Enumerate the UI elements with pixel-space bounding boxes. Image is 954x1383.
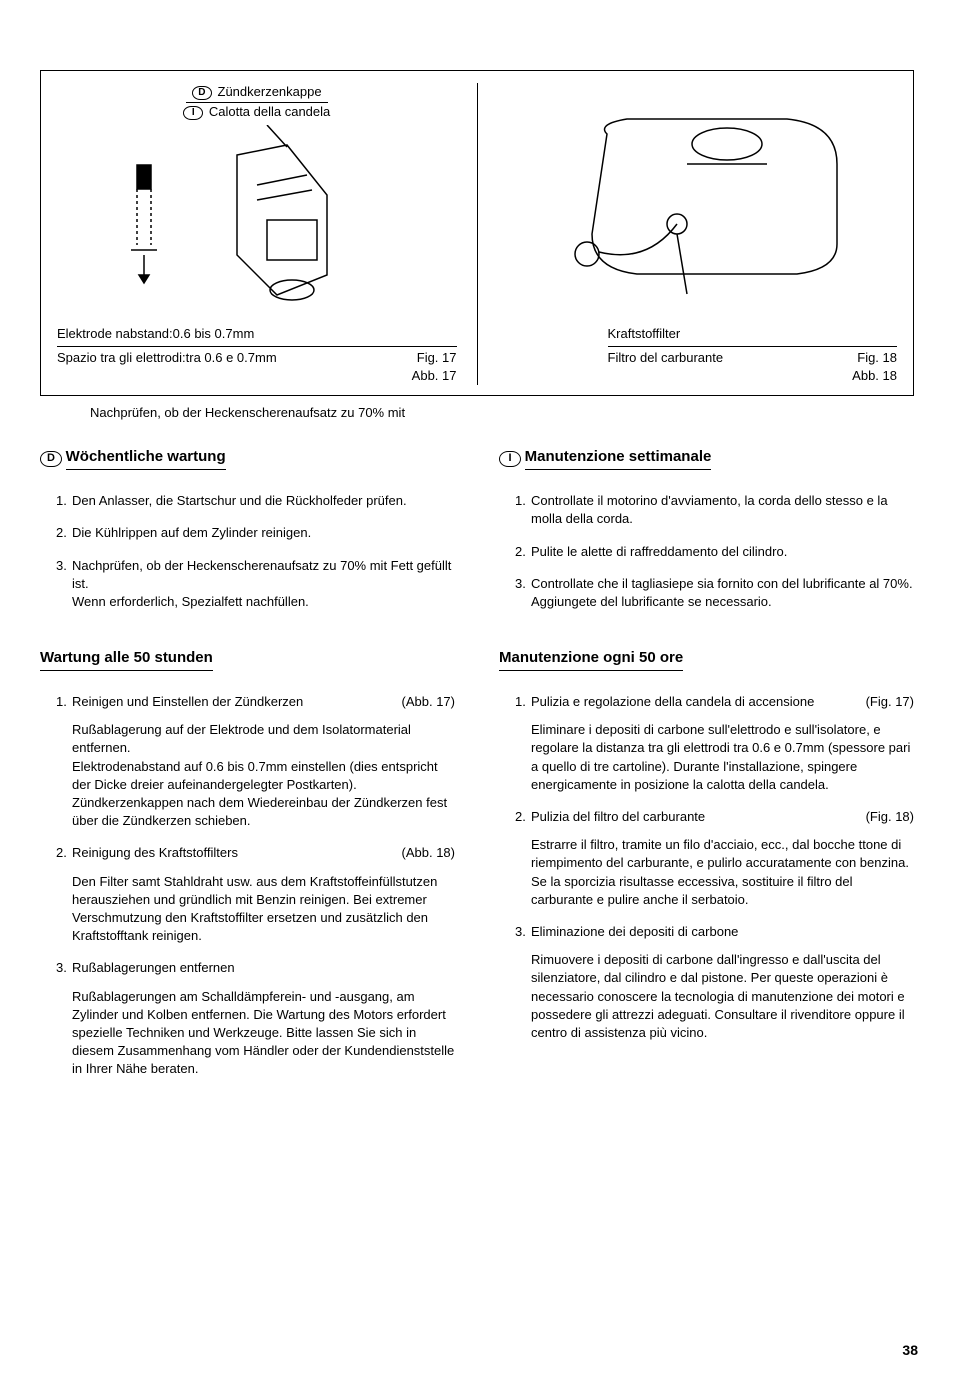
sparkplug-icon (117, 125, 397, 325)
list-item: 3. Rußablagerungen entfernen Rußablageru… (56, 959, 455, 1078)
de-50h-3-head: Rußablagerungen entfernen (72, 959, 235, 977)
it-50h-list: 1. Pulizia e regolazione della candela d… (499, 693, 914, 1042)
it-weekly-2: Pulite le alette di raffreddamento del c… (531, 544, 787, 559)
it-50h-1-head: Pulizia e regolazione della candela di a… (531, 693, 814, 711)
it-50h-2-body: Estrarre il filtro, tramite un filo d'ac… (531, 836, 914, 909)
fig17-gap-de: Elektrode nabstand:0.6 bis 0.7mm (57, 325, 457, 346)
de-weekly-3: Nachprüfen, ob der Heckenscherenaufsatz … (72, 558, 451, 609)
list-item: 1. Pulizia e regolazione della candela d… (515, 693, 914, 794)
badge-it-icon: I (183, 106, 203, 120)
it-50h-1-body: Eliminare i depositi di carbone sull'ele… (531, 721, 914, 794)
page-number: 38 (902, 1341, 918, 1361)
list-item: 3.Controllate che il tagliasiepe sia for… (515, 575, 914, 611)
figure-row: D Zündkerzenkappe I Calotta della candel… (57, 83, 897, 385)
de-50h-3-body: Rußablagerungen am Schalldämpferein- und… (72, 988, 455, 1079)
it-50h-1-ref: (Fig. 17) (866, 693, 914, 711)
cutoff-line: Nachprüfen, ob der Heckenscherenaufsatz … (90, 404, 914, 422)
it-weekly-list: 1.Controllate il motorino d'avviamento, … (499, 492, 914, 611)
list-item: 3. Eliminazione dei depositi di carbone … (515, 923, 914, 1042)
list-item: 3.Nachprüfen, ob der Heckenscherenaufsat… (56, 557, 455, 612)
fig17-fig: Fig. 17 (417, 350, 457, 365)
de-50h-2-head: Reinigung des Kraftstoffilters (72, 844, 238, 862)
column-de: D Wöchentliche wartung 1.Den Anlasser, d… (40, 446, 455, 1114)
fig18-caption: Fig. 18 Abb. 18 (852, 349, 897, 385)
lang-badge-it: I (499, 451, 521, 467)
it-50h-3-head: Eliminazione dei depositi di carbone (531, 923, 738, 941)
de-weekly-title: Wöchentliche wartung (66, 446, 226, 470)
fig18-fig: Fig. 18 (857, 350, 897, 365)
list-item: 2. Reinigung des Kraftstoffilters (Abb. … (56, 844, 455, 945)
list-item: 2.Die Kühlrippen auf dem Zylinder reinig… (56, 524, 455, 542)
fig17-label-de: Zündkerzenkappe (218, 84, 322, 99)
it-50h-3-body: Rimuovere i depositi di carbone dall'ing… (531, 951, 914, 1042)
fig17-labels: D Zündkerzenkappe I Calotta della candel… (57, 83, 457, 121)
fig17-bottom: Elektrode nabstand:0.6 bis 0.7mm Spazio … (57, 325, 457, 385)
de-50h-2-body: Den Filter samt Stahldraht usw. aus dem … (72, 873, 455, 946)
list-item: 2. Pulizia del filtro del carburante (Fi… (515, 808, 914, 909)
it-weekly-1: Controllate il motorino d'avviamento, la… (531, 493, 888, 526)
fig18-label-de: Kraftstoffilter (608, 325, 898, 346)
list-item: 1. Reinigen und Einstellen der Zündkerze… (56, 693, 455, 830)
fig18-label-it: Filtro del carburante (608, 349, 724, 367)
de-50h-1-ref: (Abb. 17) (402, 693, 455, 711)
de-weekly-2: Die Kühlrippen auf dem Zylinder reinigen… (72, 525, 311, 540)
fig18-abb: Abb. 18 (852, 368, 897, 383)
fig17-label-it: Calotta della candela (209, 104, 330, 119)
list-item: 1.Den Anlasser, die Startschur und die R… (56, 492, 455, 510)
de-weekly-1: Den Anlasser, die Startschur und die Rüc… (72, 493, 407, 508)
lang-badge-de: D (40, 451, 62, 467)
it-50h-2-head: Pulizia del filtro del carburante (531, 808, 705, 826)
text-columns: D Wöchentliche wartung 1.Den Anlasser, d… (40, 446, 914, 1114)
it-weekly-3: Controllate che il tagliasiepe sia forni… (531, 576, 913, 609)
de-50h-1-body: Rußablagerung auf der Elektrode und dem … (72, 721, 455, 830)
fig18-bottom: Kraftstoffilter Filtro del carburante Fi… (498, 325, 898, 385)
fig17-gap-it: Spazio tra gli elettrodi:tra 0.6 e 0.7mm (57, 349, 277, 367)
badge-de-icon: D (192, 86, 212, 100)
figure-panel: D Zündkerzenkappe I Calotta della candel… (40, 70, 914, 396)
list-item: 1.Controllate il motorino d'avviamento, … (515, 492, 914, 528)
figure-17-cell: D Zündkerzenkappe I Calotta della candel… (57, 83, 457, 385)
fig17-caption: Fig. 17 Abb. 17 (412, 349, 457, 385)
de-50h-title: Wartung alle 50 stunden (40, 647, 213, 671)
de-50h-2-ref: (Abb. 18) (402, 844, 455, 862)
list-item: 2.Pulite le alette di raffreddamento del… (515, 543, 914, 561)
de-weekly-list: 1.Den Anlasser, die Startschur und die R… (40, 492, 455, 611)
it-50h-2-ref: (Fig. 18) (866, 808, 914, 826)
fuelfilter-icon (537, 104, 857, 304)
fig18-illustration (498, 83, 898, 325)
fig17-illustration (57, 125, 457, 325)
it-50h-title: Manutenzione ogni 50 ore (499, 647, 683, 671)
fig17-abb: Abb. 17 (412, 368, 457, 383)
column-it: I Manutenzione settimanale 1.Controllate… (499, 446, 914, 1114)
de-50h-1-head: Reinigen und Einstellen der Zündkerzen (72, 693, 303, 711)
figure-18-cell: Kraftstoffilter Filtro del carburante Fi… (477, 83, 898, 385)
de-50h-list: 1. Reinigen und Einstellen der Zündkerze… (40, 693, 455, 1078)
it-weekly-title: Manutenzione settimanale (525, 446, 712, 470)
